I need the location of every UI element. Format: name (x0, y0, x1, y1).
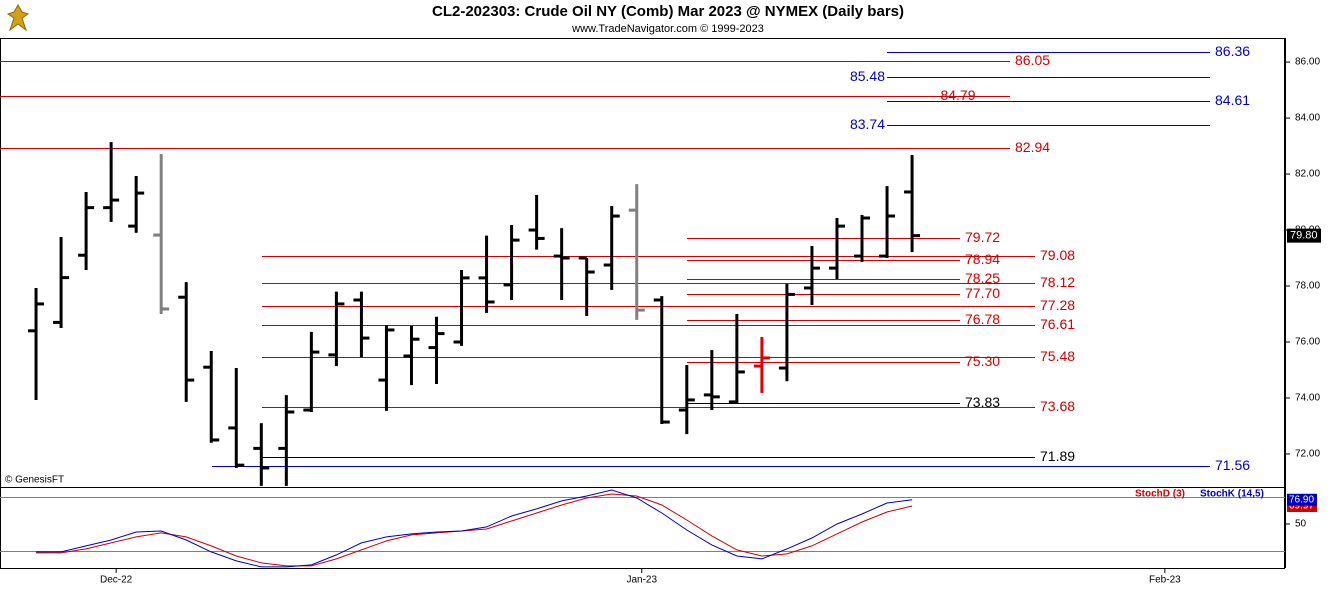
plot-frame (0, 38, 1285, 569)
y-tick-label: 72.00 (1295, 449, 1320, 460)
last-price-box (1287, 228, 1321, 243)
level-label: 77.28 (1040, 297, 1075, 313)
legend-entry: StochD (3) (1135, 489, 1185, 500)
y-tick-label: 74.00 (1295, 393, 1320, 404)
last-value-box (1287, 493, 1317, 506)
level-label: 76.78 (965, 311, 1000, 327)
last-value-label: 69.97 (1289, 501, 1314, 512)
level-label: 84.61 (1215, 92, 1250, 108)
y-tick-label: 76.00 (1295, 337, 1320, 348)
last-value-label: 76.90 (1289, 494, 1314, 505)
credit: © GenesisFT (5, 475, 64, 486)
x-tick-label: Jan-23 (626, 575, 657, 586)
y-tick-label: 84.00 (1295, 113, 1320, 124)
stoch-line (36, 489, 913, 568)
level-label: 79.08 (1040, 247, 1075, 263)
chart-subtitle: www.TradeNavigator.com © 1999-2023 (571, 23, 764, 35)
level-label: 86.36 (1215, 43, 1250, 59)
legend-entry: StochK (14,5) (1200, 489, 1264, 500)
level-label: 85.48 (850, 68, 885, 84)
level-label: 71.56 (1215, 457, 1250, 473)
level-label: 71.89 (1040, 448, 1075, 464)
level-label: 82.94 (1015, 139, 1050, 155)
level-label: 73.83 (965, 394, 1000, 410)
y-tick-label: 86.00 (1295, 57, 1320, 68)
level-label: 75.30 (965, 353, 1000, 369)
level-label: 76.61 (1040, 316, 1075, 332)
stoch-line (36, 493, 913, 567)
level-label: 84.79 (940, 87, 975, 103)
level-label: 79.72 (965, 229, 1000, 245)
level-label: 78.94 (965, 251, 1000, 267)
level-label: 86.05 (1015, 52, 1050, 68)
level-label: 77.70 (965, 285, 1000, 301)
level-label: 78.25 (965, 270, 1000, 286)
level-label: 78.12 (1040, 274, 1075, 290)
level-label: 83.74 (850, 116, 885, 132)
y-tick-label: 82.00 (1295, 169, 1320, 180)
x-tick-label: Dec-22 (100, 575, 133, 586)
last-price-label: 79.80 (1290, 230, 1318, 242)
y-tick-label: 50 (1295, 519, 1307, 530)
x-tick-label: Feb-23 (1149, 575, 1181, 586)
level-label: 73.68 (1040, 398, 1075, 414)
chart-title: CL2-202303: Crude Oil NY (Comb) Mar 2023… (432, 3, 904, 20)
logo (2, 2, 34, 34)
y-tick-label: 78.00 (1295, 281, 1320, 292)
level-label: 75.48 (1040, 348, 1075, 364)
